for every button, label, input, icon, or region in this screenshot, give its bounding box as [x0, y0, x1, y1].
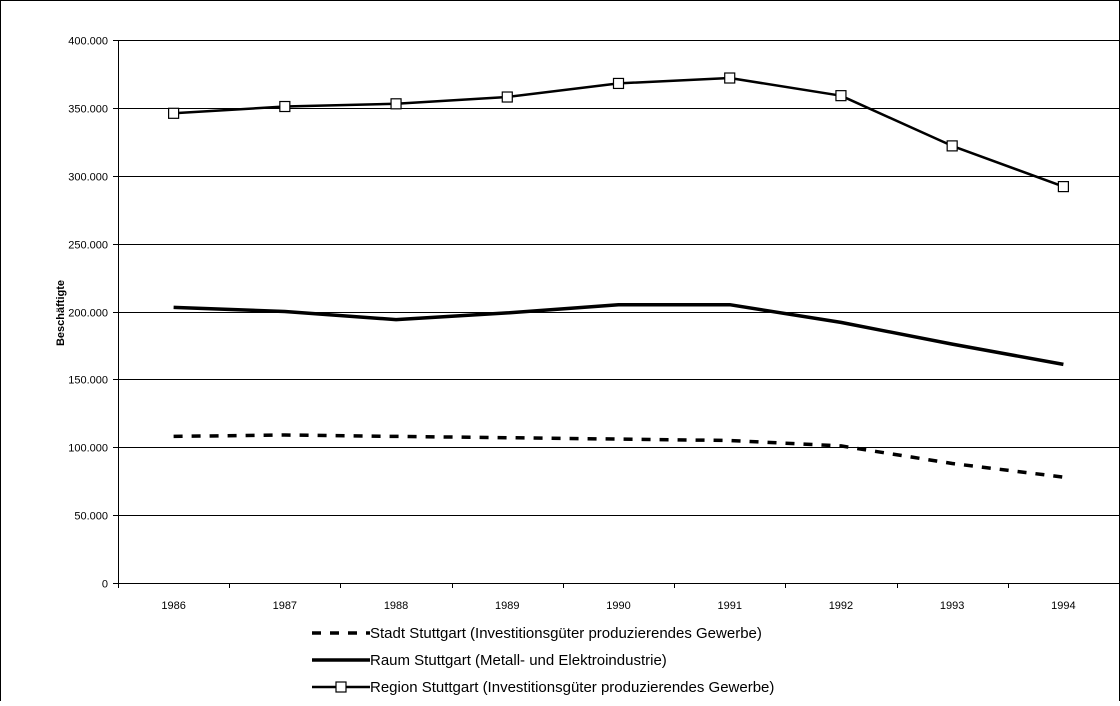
legend-label: Region Stuttgart (Investitionsgüter prod…: [370, 679, 774, 696]
x-tick-label: 1990: [606, 600, 630, 612]
data-point-marker: [1057, 181, 1069, 193]
legend-label: Raum Stuttgart (Metall- und Elektroindus…: [370, 652, 667, 669]
y-axis-title: Beschäftigte: [55, 280, 67, 346]
data-point-marker: [835, 90, 847, 102]
x-tick-label: 1988: [384, 600, 408, 612]
data-point-marker: [724, 72, 736, 84]
x-tick-label: 1994: [1051, 600, 1075, 612]
x-tick-label: 1989: [495, 600, 519, 612]
x-tick-label: 1992: [829, 600, 853, 612]
y-tick-label: 150.000: [68, 375, 108, 387]
series-line: [173, 433, 1064, 479]
y-tick-label: 200.000: [68, 308, 108, 320]
series-line: [173, 302, 1064, 367]
y-tick-label: 100.000: [68, 443, 108, 455]
data-point-marker: [946, 140, 958, 152]
data-point-marker: [390, 98, 402, 110]
legend: Stadt Stuttgart (Investitionsgüter produ…: [312, 625, 774, 696]
x-tick-label: 1991: [717, 600, 741, 612]
x-tick-label: 1986: [161, 600, 185, 612]
x-tick-label: 1987: [273, 600, 297, 612]
y-tick-label: 250.000: [68, 240, 108, 252]
y-tick-label: 300.000: [68, 172, 108, 184]
data-point-marker: [501, 91, 513, 103]
legend-marker: [335, 681, 347, 693]
data-point-marker: [279, 100, 291, 113]
y-tick-label: 350.000: [68, 104, 108, 116]
axes: 0 50.000 100.000 150.000 200.000 250.000 300.0…: [68, 36, 1120, 612]
x-tick-label: 1993: [940, 600, 964, 612]
legend-label: Stadt Stuttgart (Investitionsgüter produ…: [370, 625, 762, 642]
series-lines: [168, 72, 1069, 479]
y-tick-label: 0: [102, 579, 108, 591]
data-point-marker: [612, 77, 625, 90]
y-tick-label: 50.000: [74, 511, 108, 523]
data-point-marker: [168, 107, 180, 119]
y-tick-label: 400.000: [68, 36, 108, 48]
